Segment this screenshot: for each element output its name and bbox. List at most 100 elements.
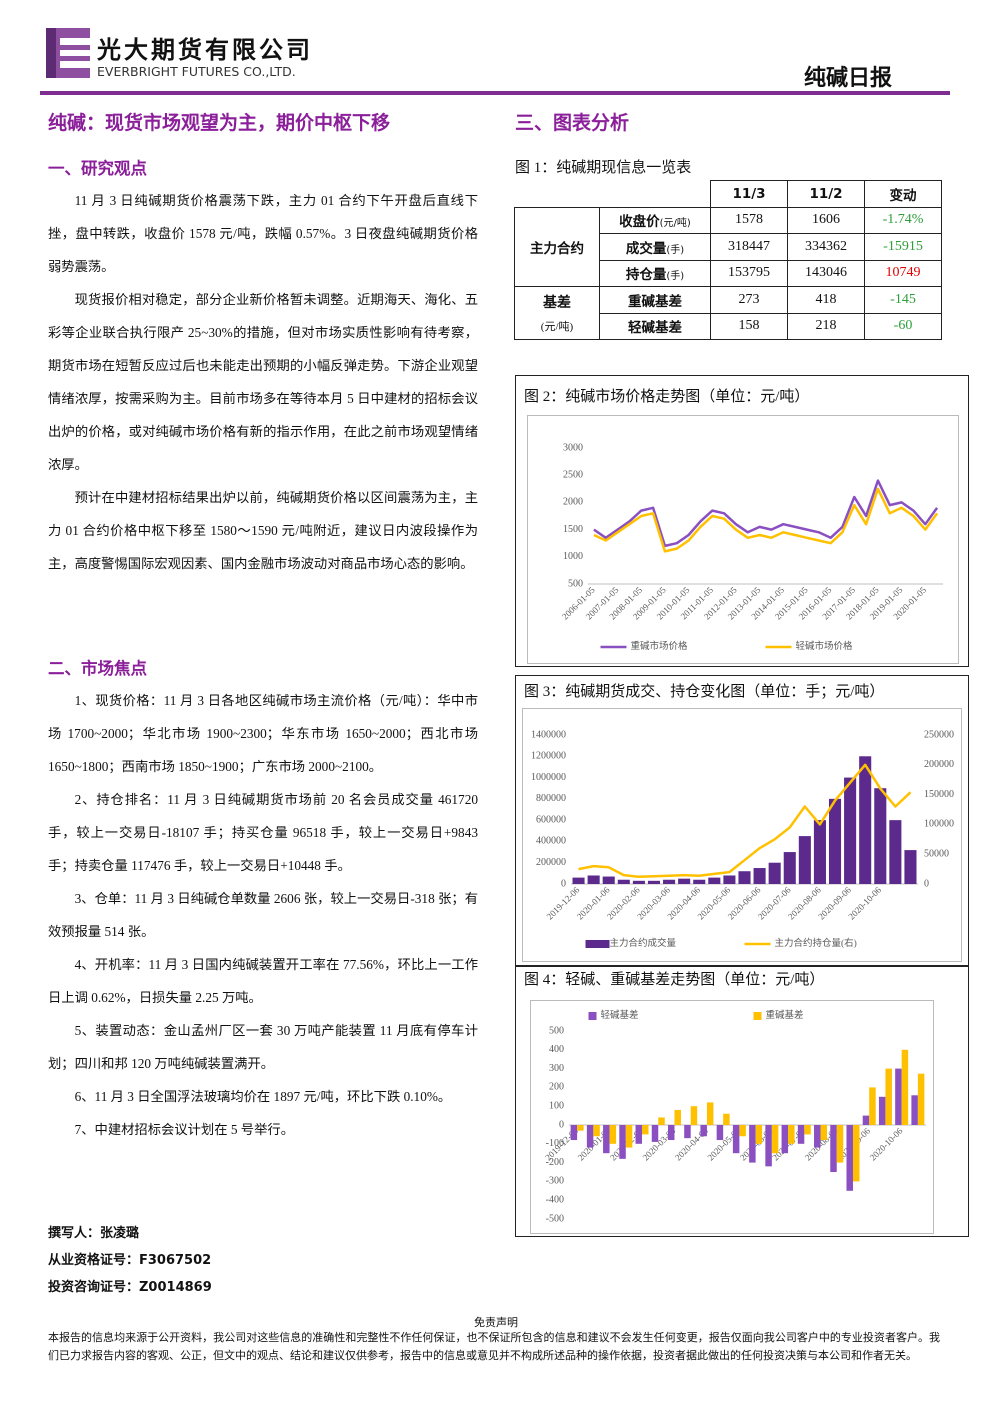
figure xyxy=(515,675,969,967)
cell: -60 xyxy=(864,312,942,340)
bar xyxy=(647,880,661,884)
paragraph: 预计在中建材招标结果出炉以前，纯碱期货价格以区间震荡为主，主力 01 合约价格中… xyxy=(48,490,478,571)
disclaimer-text: 本报告的信息均来源于公开资料，我公司对这些信息的准确性和完整性不作任何保证，也不… xyxy=(48,1332,940,1362)
bar xyxy=(642,1125,649,1135)
bar xyxy=(895,1068,902,1125)
row-name: 收盘价 xyxy=(619,214,660,231)
section-title: 三、图表分析 xyxy=(515,112,630,134)
section-title: 二、市场焦点 xyxy=(48,659,147,678)
bar xyxy=(632,880,645,884)
table: 11/3 11/2 变动 主力合约 收盘价(元/吨) 1578 1606 -1.… xyxy=(514,180,942,340)
bar xyxy=(753,868,766,884)
bar xyxy=(617,879,630,884)
paragraph: 4、开机率：11 月 3 日国内纯碱装置开工率在 77.56%，环比上一工作日上… xyxy=(48,957,478,1005)
section-title: 一、研究观点 xyxy=(48,159,147,178)
bar xyxy=(878,1096,886,1125)
bar xyxy=(862,1115,870,1125)
bar xyxy=(693,879,706,884)
bar xyxy=(885,1068,892,1125)
bar xyxy=(813,820,826,884)
bar xyxy=(593,1125,600,1137)
figure-caption: 图 2：纯碱市场价格走势图（单位：元/吨） xyxy=(524,389,810,405)
cell: 418 xyxy=(787,286,865,314)
bar xyxy=(911,1095,918,1125)
authors: 撰写人：张凌璐 从业资格证号：F3067502 投资咨询证号：Z0014869 xyxy=(48,1220,212,1301)
column-header: 11/3 xyxy=(710,180,788,208)
paragraph: 现货报价相对稳定，部分企业新价格暂未调整。近期海天、海化、五彩等企业联合执行限产… xyxy=(48,292,478,472)
bar xyxy=(783,852,796,884)
paragraph: 7、中建材招标会议计划在 5 号举行。 xyxy=(74,1122,294,1137)
y-tick-label: -400 xyxy=(546,1194,564,1205)
bar xyxy=(723,1113,730,1125)
bar xyxy=(572,877,585,884)
row-name: 成交量 xyxy=(625,240,667,257)
bar xyxy=(602,876,615,884)
bar xyxy=(625,1125,633,1148)
bar xyxy=(586,1125,594,1148)
y2-tick-label: 150000 xyxy=(924,789,954,800)
legend-label: 重碱市场价格 xyxy=(631,640,689,652)
column-header: 变动 xyxy=(864,180,942,208)
legend-label: 主力合约成交量 xyxy=(610,937,677,949)
row-label: 重碱基差 xyxy=(599,286,711,314)
y-tick-label: 400 xyxy=(549,1044,564,1055)
chart: 0200000400000600000800000100000012000001… xyxy=(522,708,962,962)
y-tick-label: 2500 xyxy=(563,469,583,480)
y-tick-label: 1500 xyxy=(563,524,583,535)
legend-swatch xyxy=(585,940,610,948)
y2-tick-label: 200000 xyxy=(924,759,954,770)
blank-cell xyxy=(514,180,711,208)
row-label: 收盘价(元/吨) xyxy=(599,206,711,234)
bar xyxy=(889,820,902,884)
bar xyxy=(828,798,842,884)
paragraph: 5、装置动态：金山孟州厂区一套 30 万吨产能装置 11 月底有停车计划；四川和… xyxy=(48,1023,478,1071)
cell: -15915 xyxy=(864,233,942,261)
figure-caption: 图 3：纯碱期货成交、持仓变化图（单位：手；元/吨） xyxy=(524,684,885,700)
y2-tick-label: 50000 xyxy=(924,848,949,859)
bar xyxy=(738,871,751,884)
y-tick-label: 400000 xyxy=(536,836,566,847)
row-label: 成交量(手) xyxy=(599,233,711,261)
bar xyxy=(788,1125,795,1144)
x-tick-label: 2020-10-06 xyxy=(868,1125,905,1162)
legend-swatch xyxy=(753,1012,762,1020)
bar xyxy=(765,1125,772,1167)
row-name: 持仓量 xyxy=(625,267,667,284)
y-tick-label: 0 xyxy=(561,878,566,889)
bar xyxy=(609,1125,617,1144)
bar xyxy=(706,1102,714,1125)
group-name: 基差 xyxy=(543,295,571,311)
y-tick-label: 800000 xyxy=(536,793,566,804)
bar xyxy=(658,1117,665,1125)
cell: -145 xyxy=(864,286,942,314)
bar xyxy=(570,1125,578,1141)
legend-label: 主力合约持仓量(右) xyxy=(775,937,857,949)
bar xyxy=(830,1125,837,1172)
y-tick-label: 500 xyxy=(568,578,583,589)
y-tick-label: -500 xyxy=(546,1213,564,1224)
bar xyxy=(739,1125,746,1137)
bar xyxy=(619,1125,626,1159)
cell: 158 xyxy=(710,312,788,340)
bar xyxy=(859,756,872,884)
bar xyxy=(635,1125,643,1144)
bar xyxy=(874,788,887,884)
legend-label: 轻碱基差 xyxy=(601,1009,639,1021)
row-unit: (手) xyxy=(666,244,685,256)
legend-label: 轻碱市场价格 xyxy=(796,640,854,652)
paragraph: 3、仓单：11 月 3 日纯碱仓单数量 2606 张，较上一交易日-318 张；… xyxy=(48,891,478,939)
cell: 334362 xyxy=(787,233,865,261)
author-line: 撰写人：张凌璐 xyxy=(48,1226,140,1241)
author-line: 从业资格证号：F3067502 xyxy=(48,1253,212,1268)
author-line: 投资咨询证号：Z0014869 xyxy=(48,1280,212,1295)
bar xyxy=(836,1125,844,1163)
bar xyxy=(700,1125,707,1137)
y-tick-label: 1200000 xyxy=(531,751,566,762)
bar xyxy=(577,1125,584,1131)
header-rule xyxy=(40,91,950,95)
company-name: 光大期货有限公司 xyxy=(97,36,313,64)
chart: -500-400-300-200-10001002003004005002019… xyxy=(530,1000,934,1234)
bar xyxy=(603,1125,610,1154)
row-unit: (手) xyxy=(666,271,685,283)
x-tick-label: 2020-10-06 xyxy=(846,884,883,921)
